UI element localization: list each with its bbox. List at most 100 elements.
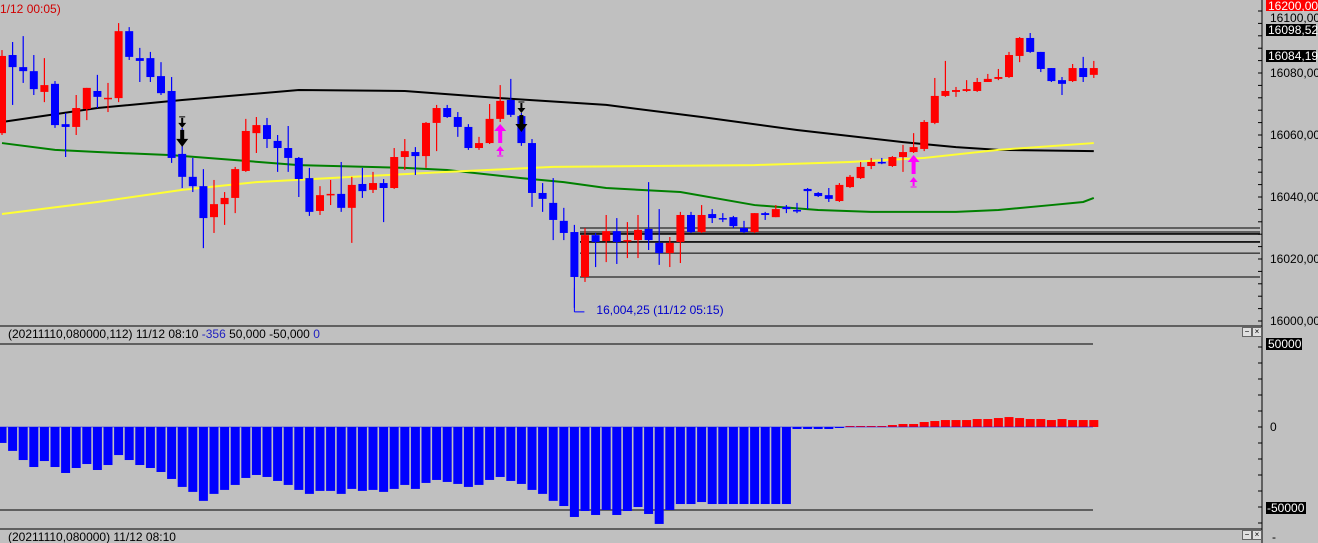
histogram-bar: [71, 427, 81, 469]
top-price-marker-box: [1266, 0, 1318, 11]
candle: [29, 55, 38, 96]
large-up-arrow-icon: [494, 123, 507, 143]
candle: [824, 188, 833, 202]
candle-body: [305, 178, 314, 212]
candle: [305, 167, 314, 216]
histogram-bar: [262, 427, 272, 477]
candle: [231, 166, 240, 214]
candle: [846, 174, 854, 189]
histogram-bar: [410, 427, 420, 489]
histogram-bar: [633, 427, 643, 508]
histogram-bar: [580, 427, 590, 511]
histogram-bar: [241, 427, 251, 478]
histogram-bar: [167, 427, 177, 479]
candle: [793, 202, 801, 214]
candle-body: [952, 90, 960, 92]
candle: [920, 120, 929, 152]
histogram-bar: [1068, 420, 1078, 427]
candle: [676, 211, 685, 264]
small-up-arrow-icon: [909, 176, 918, 186]
histogram-bar: [1036, 419, 1046, 427]
candle: [443, 104, 452, 118]
candle: [538, 183, 547, 212]
last-price-marker-box: [1266, 50, 1316, 63]
upper-level-marker-box: [1266, 338, 1302, 350]
large-up-arrow-icon: [907, 154, 920, 174]
bottom-close-button[interactable]: ×: [1252, 530, 1262, 540]
candle-body: [920, 121, 929, 149]
candle-body: [40, 85, 49, 92]
histogram-bar: [379, 427, 389, 492]
candle-body: [400, 151, 409, 158]
candle: [803, 188, 812, 210]
candle-body: [252, 125, 261, 134]
histogram-bar: [516, 427, 526, 484]
candle: [8, 42, 17, 105]
price-axis-labels: 16100,00 16080,00 16060,00 16040,00 16020,00…: [1270, 11, 1318, 328]
candle-body: [379, 183, 388, 189]
candle-body: [82, 87, 91, 109]
candle-body: [899, 152, 907, 158]
histogram-bar: [304, 427, 314, 494]
candle: [644, 182, 653, 251]
candle-body: [220, 197, 229, 205]
candle-body: [581, 235, 589, 277]
indicator-close-button[interactable]: ×: [1252, 327, 1262, 337]
candle: [888, 156, 897, 167]
candle: [655, 209, 664, 265]
candle: [337, 161, 346, 212]
high-price-marker-box: [1266, 24, 1316, 36]
candle-body: [665, 242, 674, 254]
histogram-bar: [654, 427, 664, 524]
candle: [263, 117, 271, 149]
histogram-bar: [718, 427, 728, 505]
candle: [1089, 60, 1098, 78]
candle-body: [485, 118, 494, 144]
price-pane[interactable]: [0, 23, 1260, 308]
histogram-bar: [601, 427, 611, 510]
bottom-minimize-button[interactable]: −: [1242, 530, 1252, 540]
candle: [114, 23, 123, 103]
candle-body: [263, 125, 271, 140]
candle: [687, 211, 695, 233]
indicator-minimize-button[interactable]: −: [1242, 327, 1252, 337]
candle: [19, 36, 28, 83]
candle: [634, 214, 642, 259]
candle: [252, 117, 261, 153]
candle-body: [549, 202, 558, 220]
candle-body: [559, 220, 568, 233]
candle: [199, 169, 208, 249]
small-up-arrow-icon: [496, 145, 505, 155]
candle: [771, 205, 780, 218]
candle-body: [0, 55, 6, 134]
candle-body: [867, 161, 876, 166]
candle: [506, 78, 515, 118]
candle: [591, 232, 600, 268]
candle: [1058, 77, 1066, 96]
histogram-bar: [294, 427, 304, 490]
candle: [973, 77, 982, 92]
histogram-bar: [728, 427, 738, 505]
histogram-bar: [463, 427, 473, 487]
candle: [220, 192, 229, 225]
candle-body: [1068, 68, 1077, 82]
histogram-bar: [177, 427, 187, 487]
large-down-arrow-icon: [176, 129, 189, 147]
candle-body: [326, 193, 335, 196]
histogram-bar: [559, 427, 569, 507]
candle: [983, 73, 992, 82]
histogram-bar: [527, 427, 537, 490]
candle: [782, 205, 791, 214]
histogram-bar: [1004, 417, 1014, 427]
candle: [1068, 64, 1077, 82]
candle-body: [1058, 80, 1066, 84]
candle-body: [877, 161, 886, 164]
candle-body: [114, 31, 123, 99]
histogram-bar: [39, 427, 49, 462]
histogram-bar: [198, 427, 208, 501]
price-axis-label: 16020,00: [1270, 252, 1318, 266]
histogram-bar: [919, 422, 929, 427]
histogram-bar: [315, 427, 325, 491]
histogram-bar: [432, 427, 442, 480]
